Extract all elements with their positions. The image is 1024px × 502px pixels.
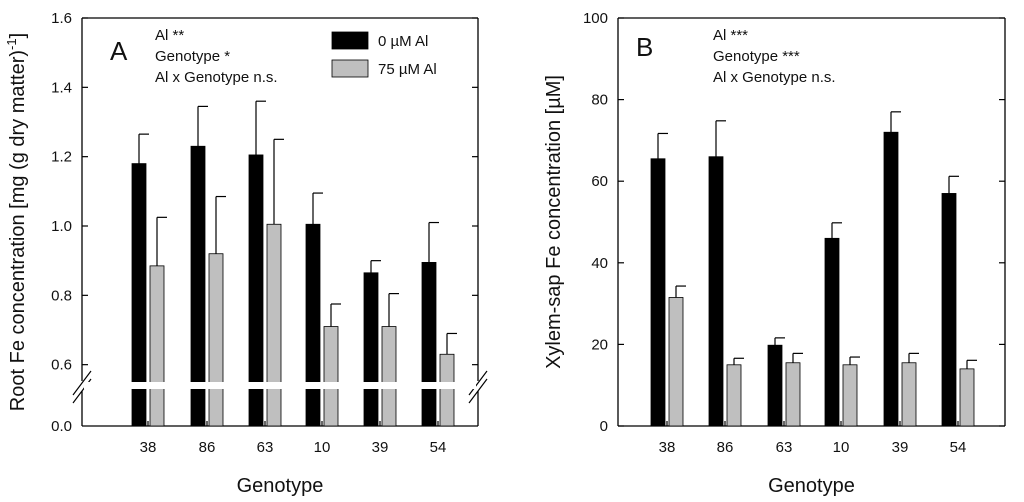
bar-75uM-al [726,364,742,427]
y-tick-label: 20 [591,336,608,353]
x-tick-label: 54 [950,439,967,456]
bar-75uM-al [323,326,339,427]
stats-annotation: Al x Genotype n.s. [713,69,836,86]
panel-letter-a: A [110,36,128,66]
stats-annotation: Al *** [713,27,748,44]
legend-label: 0 µM Al [378,33,428,50]
bar-0uM-al [708,156,724,427]
stats-annotation: Genotype *** [713,48,800,65]
stats-annotation: Genotype * [155,48,230,65]
stats-annotation: Al ** [155,27,184,44]
bar-break-gap [84,382,476,389]
y-tick-label: 1.2 [51,149,72,166]
x-tick-label: 38 [140,439,157,456]
bar-75uM-al [381,326,397,427]
y-tick-label: 1.6 [51,10,72,27]
x-tick-label: 10 [314,439,331,456]
axis-break-mark [468,378,488,404]
panel-a-chart: 0.6 0.8 1.0 1.2 1.4 1.6 0.0 38 86 63 10 39 54 Genotyp… [4,10,498,497]
x-tick-label: 10 [833,439,850,456]
legend-label: 75 µM Al [378,61,437,78]
y-tick-label: 0.6 [51,357,72,374]
bar-0uM-al [363,272,379,427]
y-tick-label: 0 [600,418,608,435]
x-tick-label: 63 [776,439,793,456]
y-tick-label: 1.0 [51,218,72,235]
bar-0uM-al [767,344,783,427]
y-tick-label: 100 [583,10,608,27]
bar-0uM-al [305,223,321,427]
bar-75uM-al [149,265,165,427]
y-axis-label-bracket: ] [7,33,29,39]
x-tick-label: 86 [199,439,216,456]
y-axis-label: Xylem-sap Fe concentration [µM] [543,75,565,369]
y-tick-label-zero: 0.0 [51,418,72,435]
y-tick-label: 40 [591,255,608,272]
axis-break-mark [468,370,488,396]
x-axis-label: Genotype [237,475,324,497]
bar-0uM-al [421,261,437,427]
y-tick-label: 80 [591,92,608,109]
x-tick-label: 39 [892,439,909,456]
x-tick-label: 39 [372,439,389,456]
bar-75uM-al [439,353,455,427]
bar-75uM-al [901,362,917,427]
y-axis-label-superscript: -1 [4,38,19,50]
bar-0uM-al [650,158,666,427]
bar-75uM-al [208,253,224,427]
axis-break-mark [72,370,92,396]
bar-75uM-al [668,297,684,427]
legend-swatch-75uM-al [331,59,369,78]
y-tick-label: 1.4 [51,79,72,96]
bar-75uM-al [266,223,282,427]
bar-0uM-al [941,193,957,427]
y-axis-label: Root Fe concentration [mg (g dry matter)… [4,33,29,411]
bar-0uM-al [883,131,899,427]
bar-75uM-al [785,362,801,427]
x-tick-label: 54 [430,439,447,456]
y-axis-label-main: Root Fe concentration [mg (g dry matter) [7,50,29,411]
y-tick-label: 60 [591,173,608,190]
stats-annotation: Al x Genotype n.s. [155,69,278,86]
x-tick-label: 63 [257,439,274,456]
bar-75uM-al [959,368,975,427]
panel-b-chart: 0 20 40 60 80 100 38 86 63 10 39 54 Genotype Xylem-sa… [543,10,1006,497]
x-axis-label: Genotype [768,475,855,497]
x-tick-label: 38 [659,439,676,456]
bar-0uM-al [824,237,840,427]
y-tick-label: 0.8 [51,287,72,304]
y-axis-label-main: Xylem-sap Fe concentration [µM] [543,75,565,369]
panel-letter-b: B [636,32,653,62]
legend-swatch-0uM-al [331,31,369,50]
x-tick-label: 86 [717,439,734,456]
bar-75uM-al [842,364,858,427]
